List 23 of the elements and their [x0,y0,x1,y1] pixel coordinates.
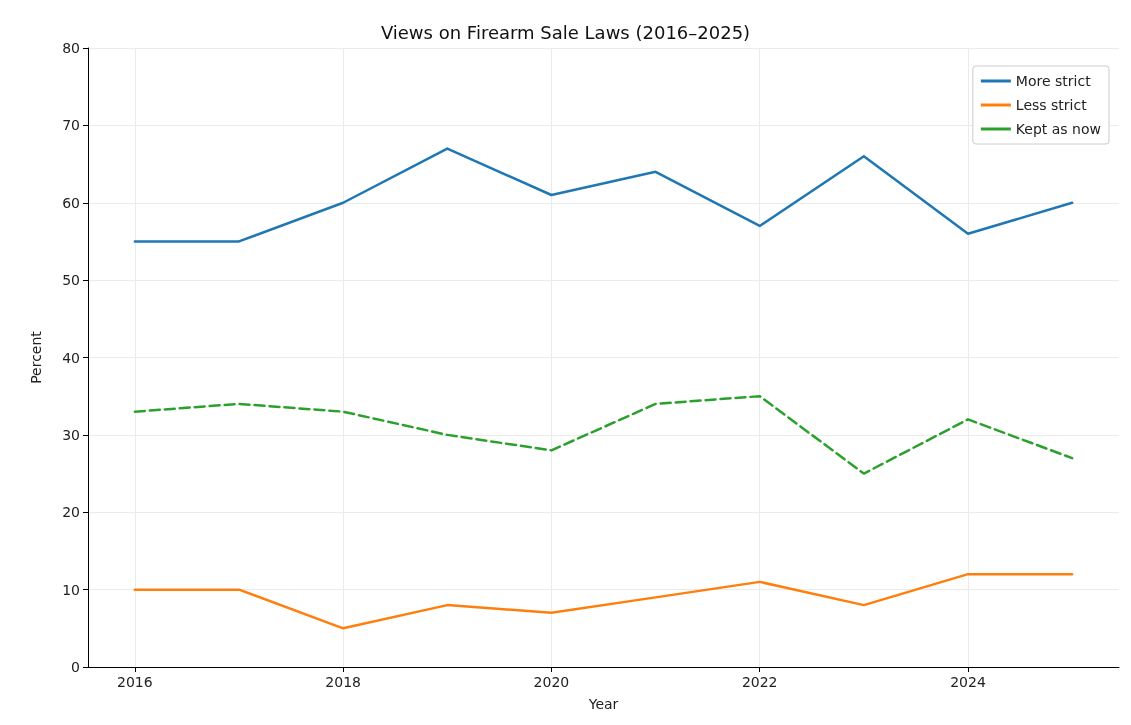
chart-title: Views on Firearm Sale Laws (2016–2025) [380,21,751,43]
y-tick-label: 60 [62,194,80,211]
y-tick-label: 30 [62,426,80,443]
y-tick-label: 20 [62,504,80,521]
y-tick-label: 10 [62,581,80,598]
line-series [133,572,1074,630]
y-tick-label: 70 [62,117,80,134]
x-tick-label: 2024 [950,674,986,690]
x-tick-label: 2016 [117,674,153,690]
x-tick-label: 2020 [533,674,570,690]
legend-label: More strict [1015,73,1092,89]
x-tick-label: 2022 [741,674,778,690]
y-tick-label: 80 [62,40,80,56]
line-series [133,394,1074,475]
y-tick-label: 50 [62,272,80,289]
legend-label: Kept as now [1015,121,1102,137]
y-tick-label: 40 [62,349,80,366]
y-axis-title: Percent [28,330,44,384]
y-tick-label: 0 [71,659,80,675]
x-axis-title: Year [587,696,619,712]
x-tick-label: 2018 [325,674,361,690]
line-series [133,147,1074,243]
legend-label: Less strict [1015,97,1088,113]
